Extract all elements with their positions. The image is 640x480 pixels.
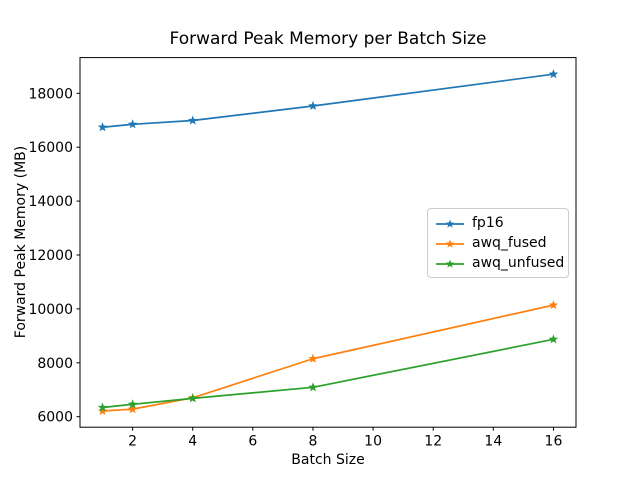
legend-label: fp16 — [472, 215, 504, 231]
star-marker-icon — [445, 239, 455, 248]
series-marker-awq_unfused — [187, 393, 198, 403]
x-tick-label: 8 — [309, 434, 318, 450]
legend-item-fp16: fp16 — [435, 214, 560, 232]
series-marker-awq_unfused — [97, 402, 108, 412]
series-marker-awq_fused — [548, 300, 559, 310]
y-tick-label: 16000 — [28, 140, 73, 156]
legend-line-sample — [435, 216, 465, 230]
series-line-awq_fused — [101, 304, 555, 412]
series-marker-fp16 — [97, 122, 108, 132]
chart-title: Forward Peak Memory per Batch Size — [169, 29, 487, 49]
series-marker-awq_fused — [127, 404, 138, 414]
y-tick-label: 18000 — [28, 86, 73, 102]
x-tick-label: 12 — [424, 434, 442, 450]
legend: fp16 awq_fused awq_unfused — [427, 208, 569, 278]
star-marker-icon — [445, 259, 455, 268]
series-marker-awq_unfused — [548, 334, 559, 344]
series-marker-fp16 — [548, 69, 559, 79]
legend-label: awq_unfused — [472, 255, 565, 271]
series-line-fp16 — [101, 73, 555, 129]
axes-spines — [79, 57, 577, 428]
series-marker-awq_unfused — [308, 382, 318, 392]
legend-item-awq_unfused: awq_unfused — [435, 254, 564, 272]
series-marker-fp16 — [127, 119, 138, 129]
series-marker-awq_fused — [308, 353, 318, 363]
x-axis-label: Batch Size — [291, 452, 365, 468]
y-tick-label: 12000 — [28, 248, 73, 264]
y-tick-label: 6000 — [37, 410, 73, 426]
x-tick-label: 6 — [248, 434, 257, 450]
series-marker-fp16 — [308, 100, 318, 111]
series-marker-awq_fused — [97, 406, 108, 416]
star-marker-icon — [445, 219, 455, 228]
x-tick-label: 4 — [188, 434, 197, 450]
legend-item-awq_fused: awq_fused — [435, 234, 560, 252]
series-line-awq_unfused — [101, 338, 555, 409]
y-axis-label: Forward Peak Memory (MB) — [13, 145, 29, 339]
x-tick-label: 10 — [364, 434, 382, 450]
x-tick-label: 14 — [484, 434, 502, 450]
series-marker-fp16 — [187, 115, 198, 125]
x-tick-label: 16 — [545, 434, 563, 450]
legend-label: awq_fused — [472, 235, 547, 251]
y-tick-label: 8000 — [37, 356, 73, 372]
y-tick-label: 14000 — [28, 194, 73, 210]
y-tick-label: 10000 — [28, 302, 73, 318]
legend-line-sample — [435, 236, 465, 250]
legend-line-sample — [435, 256, 465, 270]
series-marker-awq_unfused — [127, 399, 138, 409]
x-tick-label: 2 — [128, 434, 137, 450]
